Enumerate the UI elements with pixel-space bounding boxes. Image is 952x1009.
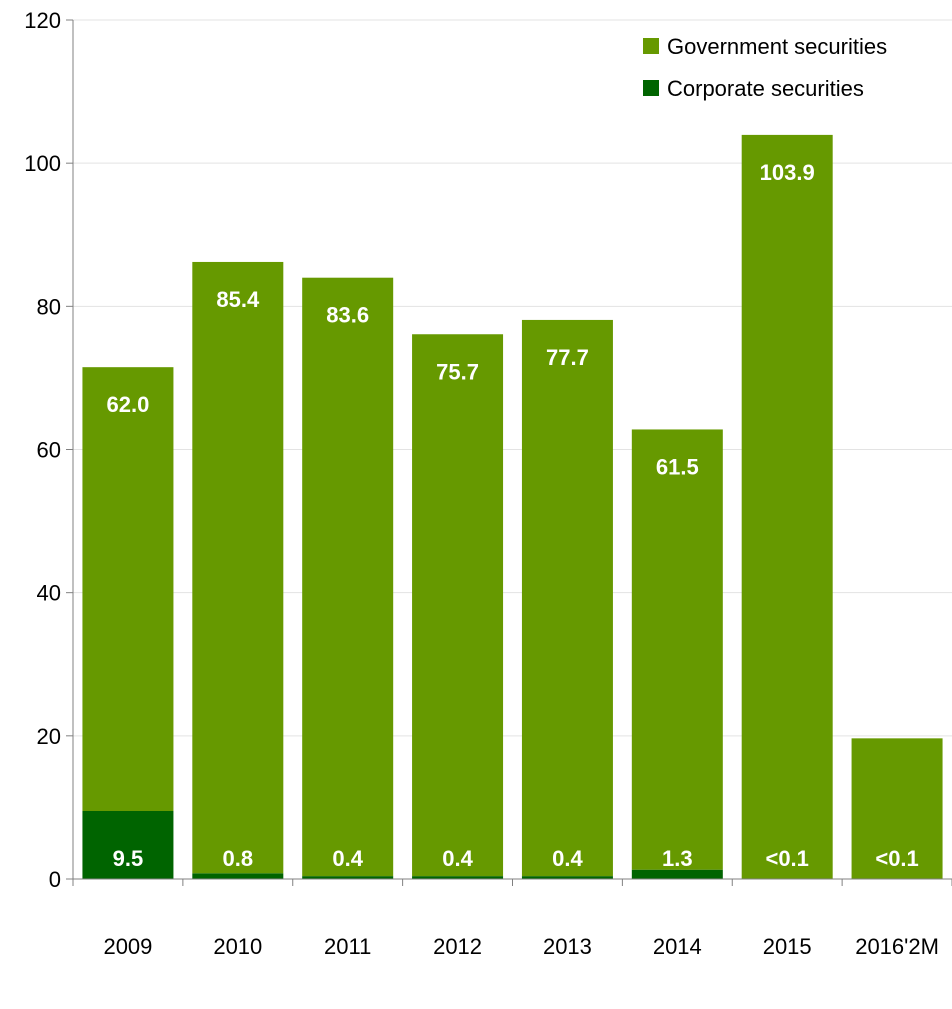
government-bar-2009 bbox=[82, 367, 174, 811]
government-bar-2013 bbox=[521, 319, 613, 877]
y-tick-label: 100 bbox=[24, 151, 61, 176]
legend: Government securities Corporate securitie… bbox=[643, 34, 887, 101]
government-bar-2015 bbox=[741, 134, 833, 879]
corporate-data-label: 0.4 bbox=[332, 846, 363, 871]
corporate-data-label: 0.8 bbox=[223, 846, 254, 871]
y-tick-label: 40 bbox=[37, 581, 61, 606]
corporate-data-label: 0.4 bbox=[552, 846, 583, 871]
axes bbox=[66, 19, 952, 886]
corporate-bar-2013 bbox=[521, 876, 613, 879]
government-data-label: 103.9 bbox=[760, 160, 815, 185]
corporate-bar-2010 bbox=[192, 873, 284, 879]
corporate-bar-2009 bbox=[82, 810, 174, 879]
bars bbox=[82, 134, 943, 880]
y-tick-label: 0 bbox=[49, 867, 61, 892]
corporate-data-label: 1.3 bbox=[662, 846, 693, 871]
x-axis-tick-labels: 2009 2010 2011 2012 2013 2014 2015 2016'2M bbox=[103, 934, 938, 959]
x-tick-label: 2014 bbox=[653, 934, 702, 959]
corporate-bar-2011 bbox=[302, 876, 394, 879]
x-tick-label: 2012 bbox=[433, 934, 482, 959]
x-tick-label: 2010 bbox=[213, 934, 262, 959]
government-data-label: 62.0 bbox=[107, 392, 150, 417]
corporate-bar-2014 bbox=[631, 869, 723, 879]
corporate-data-label: 0.4 bbox=[442, 846, 473, 871]
government-bar-2012 bbox=[412, 334, 504, 877]
x-tick-label: 2011 bbox=[324, 934, 371, 959]
y-tick-label: 80 bbox=[37, 294, 61, 319]
x-tick-label: 2016'2M bbox=[855, 934, 939, 959]
corporate-bar-2012 bbox=[412, 876, 504, 879]
legend-swatch-corporate bbox=[643, 80, 659, 96]
legend-swatch-government bbox=[643, 38, 659, 54]
x-tick-label: 2009 bbox=[103, 934, 152, 959]
y-axis-tick-labels: 0 20 40 60 80 100 120 bbox=[24, 8, 61, 892]
government-data-label: 83.6 bbox=[326, 303, 369, 328]
x-tick-label: 2015 bbox=[763, 934, 812, 959]
government-data-label: 61.5 bbox=[656, 454, 699, 479]
corporate-data-label: <0.1 bbox=[875, 846, 918, 871]
legend-label-government: Government securities bbox=[667, 34, 887, 59]
y-tick-label: 120 bbox=[24, 8, 61, 33]
government-bar-2010 bbox=[192, 261, 284, 874]
corporate-data-label: <0.1 bbox=[765, 846, 808, 871]
x-tick-label: 2013 bbox=[543, 934, 592, 959]
y-tick-label: 60 bbox=[37, 438, 61, 463]
government-bar-2011 bbox=[302, 277, 394, 877]
legend-label-corporate: Corporate securities bbox=[667, 76, 864, 101]
government-bar-20162M bbox=[851, 738, 943, 879]
government-bar-2014 bbox=[631, 429, 723, 870]
y-tick-label: 20 bbox=[37, 724, 61, 749]
government-data-label: 75.7 bbox=[436, 359, 479, 384]
government-data-label: 77.7 bbox=[546, 345, 589, 370]
data-labels: 9.5 62.0 0.8 85.4 0.4 83.6 0.4 75.7 0.4 77.7 1.3 61… bbox=[107, 160, 919, 871]
government-data-label: 85.4 bbox=[216, 287, 260, 312]
corporate-data-label: 9.5 bbox=[113, 846, 144, 871]
